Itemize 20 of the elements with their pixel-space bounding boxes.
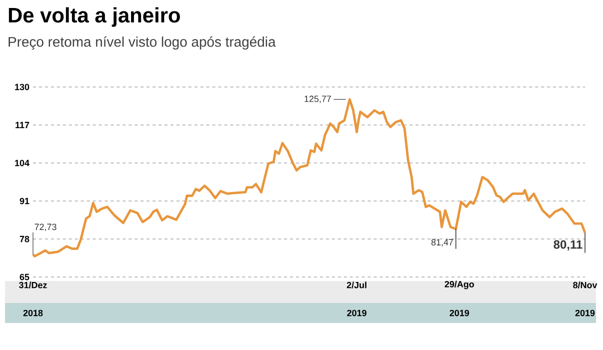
annotation: 81,47 [431,239,454,246]
x-tick-label: 8/Nov [573,282,598,288]
x-tick-label: 31/Dez [19,282,47,288]
text: 2018 [23,310,43,316]
y-tick-label: 91 [20,198,30,204]
y-tick-label: 130 [15,84,30,90]
annotation: 80,11 [554,240,582,250]
y-tick-label: 104 [15,160,30,166]
chart-title: De volta a janeiro [8,7,180,27]
y-tick-label: 65 [20,274,30,280]
y-tick-label: 117 [16,122,30,128]
x-tick-label: 29/Ago [444,280,474,290]
text: 2019 [347,310,366,316]
text: 2019 [450,310,470,316]
y-tick-label: 78 [20,236,30,242]
x-tick-label: 2/Jul [346,282,366,288]
annotation: 125,77 [304,96,331,104]
annotation: 72,73 [34,224,56,232]
text: 2019 [575,310,595,316]
chart-subtitle: Preço retoma nível visto logo após tragédia [8,36,276,50]
